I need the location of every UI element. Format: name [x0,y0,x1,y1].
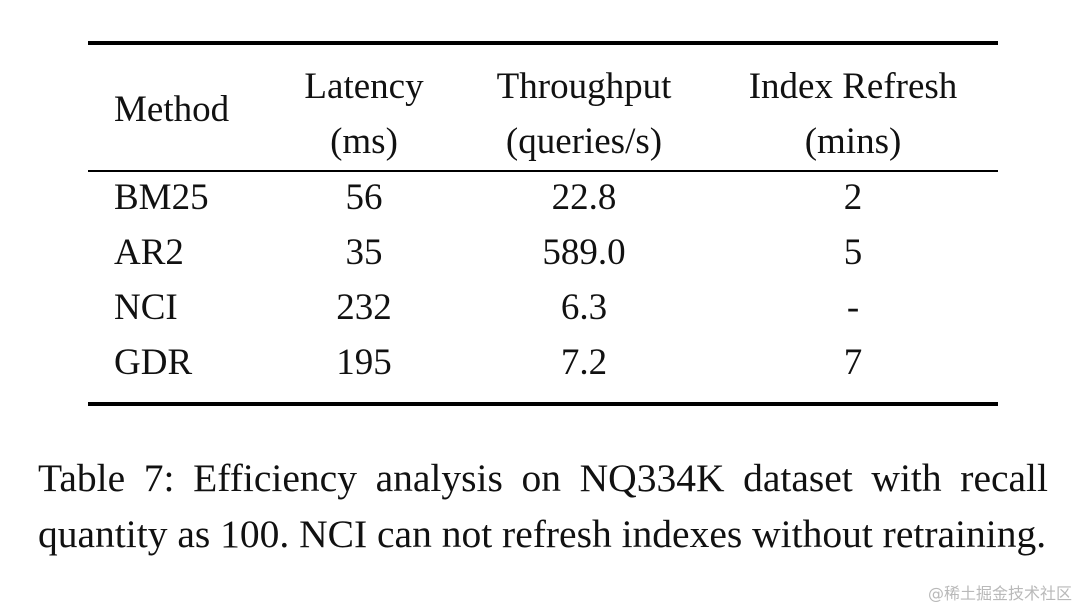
row-index-refresh: 2 [843,177,863,218]
header-throughput-line2: (queries/s) [505,121,663,162]
watermark: @稀土掘金技术社区 [927,584,1072,603]
row-method: GDR [114,342,193,383]
row-throughput: 6.3 [560,287,608,328]
row-throughput: 7.2 [560,342,608,383]
header-method: Method [114,89,230,130]
table-top-rule [88,41,998,45]
header-throughput-line1: Throughput [496,66,672,107]
row-latency: 56 [345,177,383,218]
table-caption: Table 7: Efficiency analysis on NQ334K d… [38,456,1048,556]
table-header-rule [88,170,998,172]
row-throughput: 22.8 [551,177,617,218]
header-latency-line1: Latency [304,66,424,107]
header-index-refresh-line2: (mins) [804,121,902,162]
row-method: AR2 [114,232,184,273]
row-latency: 35 [345,232,383,273]
row-throughput: 589.0 [542,232,626,273]
row-index-refresh: 7 [843,342,863,383]
row-latency: 232 [336,287,392,328]
row-latency: 195 [336,342,392,383]
row-index-refresh: 5 [843,232,863,273]
row-index-refresh: - [846,287,860,328]
row-method: NCI [114,287,178,328]
table-bottom-rule [88,402,998,406]
row-method: BM25 [114,177,209,218]
header-latency-line2: (ms) [330,121,398,162]
header-index-refresh-line1: Index Refresh [748,66,958,107]
